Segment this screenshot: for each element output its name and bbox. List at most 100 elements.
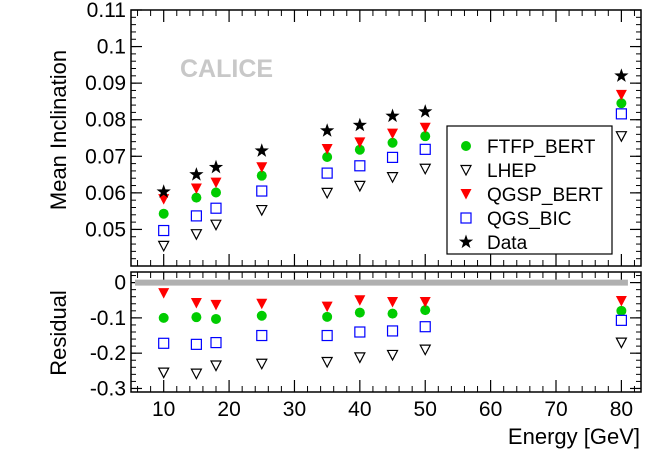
top-point-data: [254, 143, 269, 157]
bottom-y-tick-label: -0.1: [90, 307, 126, 330]
calice-annotation: CALICE: [180, 55, 273, 83]
bottom-point-qgs-bic: [321, 329, 333, 342]
top-point-qgsp-bert: [387, 128, 399, 140]
bottom-point-ftfp-bert: [211, 313, 221, 324]
top-point-qgsp-bert: [190, 183, 202, 194]
x-tick-label: 80: [610, 398, 633, 421]
bottom-point-ftfp-bert: [354, 307, 365, 318]
top-point-data: [418, 104, 433, 118]
x-tick-label: 60: [479, 398, 502, 421]
bottom-y-tick-label: -0.2: [90, 342, 126, 365]
bottom-point-ftfp-bert: [616, 305, 627, 316]
bottom-point-qgsp-bert: [354, 295, 366, 306]
top-point-ftfp-bert: [354, 144, 365, 155]
top-point-qgs-bic: [210, 202, 222, 214]
legend-marker-data: [458, 234, 474, 249]
top-point-data: [385, 108, 400, 123]
top-y-tick-label: 0.08: [85, 109, 126, 132]
bottom-point-qgsp-bert: [190, 298, 202, 309]
top-point-ftfp-bert: [211, 187, 221, 198]
top-y-tick-label: 0.09: [85, 72, 126, 95]
bottom-point-qgs-bic: [386, 325, 399, 337]
top-y-tick-label: 0.07: [85, 145, 126, 168]
top-point-lhep: [321, 187, 334, 200]
top-point-qgs-bic: [354, 160, 366, 172]
top-point-qgsp-bert: [419, 122, 431, 134]
top-point-data: [320, 123, 335, 137]
bottom-y-tick-label: -0.3: [90, 377, 126, 400]
bottom-y-axis-label: Residual: [46, 290, 71, 376]
bottom-point-qgs-bic: [615, 314, 627, 326]
bottom-point-qgs-bic: [256, 329, 268, 342]
top-point-qgs-bic: [321, 167, 333, 179]
top-point-qgs-bic: [190, 210, 202, 222]
top-y-tick-label: 0.1: [97, 36, 126, 59]
legend: FTFP_BERT LHEP QGSP_BERT QGS_BIC Data: [446, 125, 613, 255]
bottom-point-qgs-bic: [190, 338, 202, 350]
bottom-point-qgsp-bert: [419, 297, 431, 308]
bottom-point-qgs-bic: [158, 337, 170, 349]
bottom-point-lhep: [353, 352, 366, 364]
top-point-ftfp-bert: [322, 152, 333, 163]
bottom-point-ftfp-bert: [387, 308, 398, 319]
bottom-point-lhep: [255, 358, 268, 371]
top-point-qgsp-bert: [354, 137, 366, 148]
legend-label-qgs-bic: QGS_BIC: [487, 209, 571, 230]
bottom-point-lhep: [190, 368, 203, 380]
bottom-point-lhep: [419, 344, 432, 356]
top-point-qgs-bic: [386, 151, 399, 163]
top-y-tick-label: 0.11: [87, 0, 126, 22]
legend-label-qgsp-bert: QGSP_BERT: [487, 185, 603, 206]
top-point-ftfp-bert: [420, 131, 431, 142]
bottom-point-lhep: [386, 349, 399, 362]
legend-label-data: Data: [487, 233, 528, 254]
top-point-lhep: [615, 131, 628, 143]
bottom-plot-frame: [130, 271, 642, 393]
bottom-point-qgsp-bert: [210, 299, 222, 311]
top-point-ftfp-bert: [387, 137, 398, 148]
top-point-lhep: [157, 240, 170, 253]
bottom-point-lhep: [321, 356, 334, 369]
top-point-data: [614, 68, 629, 82]
bottom-point-lhep: [210, 360, 222, 372]
bottom-point-ftfp-bert: [256, 310, 267, 321]
x-tick-label: 20: [217, 398, 240, 421]
top-y-tick-label: 0.05: [85, 218, 126, 241]
x-tick-label: 30: [283, 398, 306, 421]
top-point-lhep: [386, 172, 399, 184]
bottom-marks: [157, 288, 628, 380]
top-point-data: [352, 117, 367, 132]
top-point-qgsp-bert: [210, 177, 222, 189]
bottom-point-qgsp-bert: [615, 295, 627, 307]
top-y-axis-label: Mean Inclination: [46, 50, 71, 210]
top-point-ftfp-bert: [616, 98, 627, 109]
bottom-y-tick-label: 0: [114, 272, 126, 295]
bottom-point-qgs-bic: [210, 336, 222, 349]
top-point-qgs-bic: [256, 185, 268, 197]
top-point-data: [208, 159, 224, 174]
bottom-ticks: 0 -0.1 -0.2 -0.3 10 20 30 40 50 60 70 80: [90, 10, 641, 421]
top-point-qgsp-bert: [158, 194, 170, 205]
top-point-qgsp-bert: [321, 143, 333, 155]
bottom-point-qgsp-bert: [256, 298, 268, 310]
legend-label-ftfp-bert: FTFP_BERT: [487, 137, 596, 158]
bottom-point-ftfp-bert: [191, 312, 202, 323]
top-point-lhep: [353, 180, 366, 193]
top-point-data: [156, 184, 171, 198]
x-axis-label: Energy [GeV]: [508, 424, 640, 449]
legend-marker-qgs-bic: [460, 212, 472, 224]
legend-marker-ftfp-bert: [461, 141, 471, 151]
x-tick-label: 50: [414, 398, 437, 421]
top-point-lhep: [419, 163, 432, 176]
bottom-point-ftfp-bert: [322, 311, 333, 322]
legend-box: [446, 125, 613, 255]
top-point-qgsp-bert: [256, 162, 268, 173]
legend-marker-qgsp-bert: [460, 189, 472, 200]
bottom-point-ftfp-bert: [420, 305, 431, 316]
x-tick-label: 70: [544, 398, 567, 421]
top-ticks: 0.05 0.06 0.07 0.08 0.09 0.1 0.11: [85, 0, 641, 267]
top-point-ftfp-bert: [256, 170, 267, 181]
bottom-point-qgs-bic: [354, 326, 366, 338]
top-point-lhep: [255, 204, 268, 217]
top-marks: [156, 68, 629, 253]
